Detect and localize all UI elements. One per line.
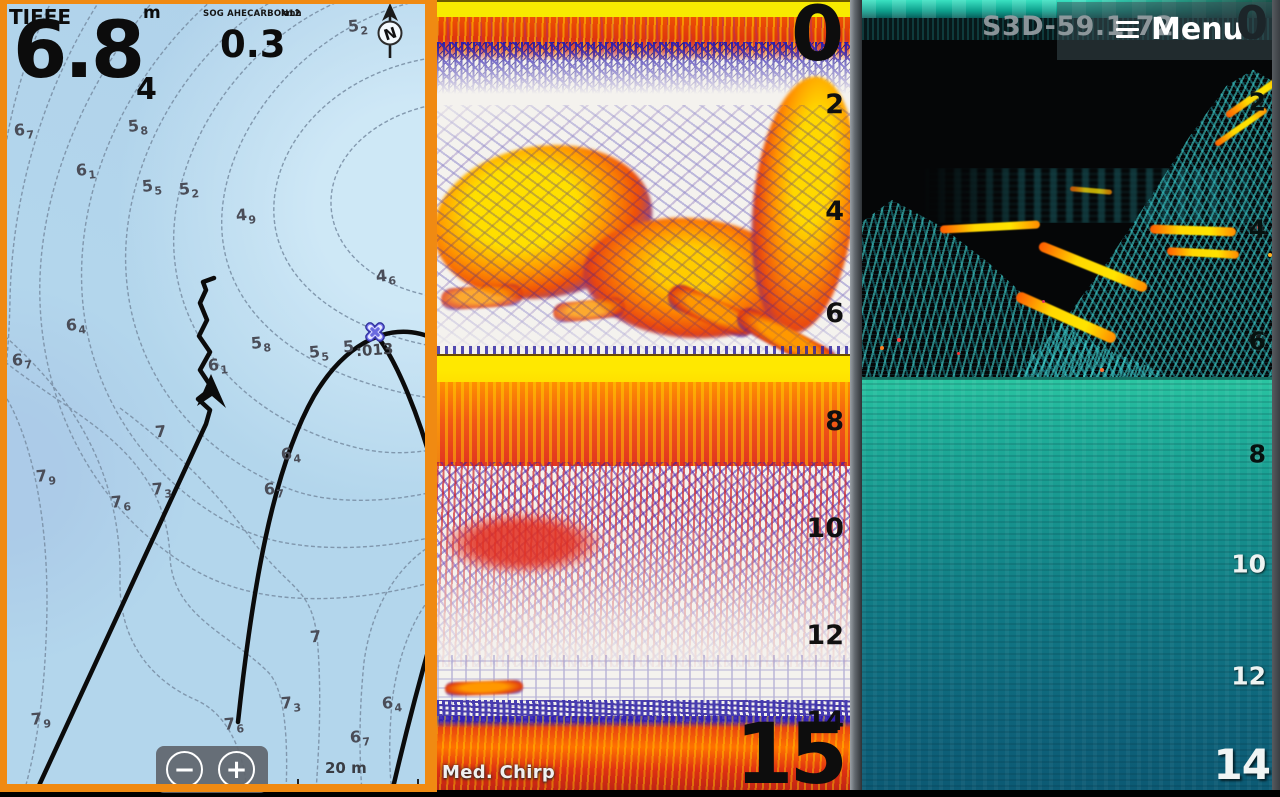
contour-depth-label: 7 (309, 626, 322, 647)
contour-depth-label: 55 (141, 175, 163, 198)
s3d-depth-tick: 6 (1248, 326, 1266, 356)
waypoint-name-label: :013 (355, 339, 394, 361)
contour-depth-label: 79 (30, 708, 52, 731)
compass-north-icon: N (377, 3, 403, 58)
s3d-right-edge (1272, 0, 1280, 790)
map-scale-bar (297, 779, 419, 790)
contour-depth-label: 67 (263, 478, 285, 501)
s3d-target-dot (1257, 225, 1262, 230)
contour-depth-label: 7 (154, 421, 167, 442)
s3d-range-upper: 0 (1235, 0, 1268, 50)
zoom-out-button[interactable]: − (166, 751, 203, 788)
s3d-depth-tick: 10 (1231, 549, 1266, 579)
contour-depth-label: 49 (235, 204, 257, 227)
panel-divider (850, 0, 862, 790)
depth-contour-lines (0, 0, 437, 792)
contour-depth-label: 73 (151, 478, 173, 501)
hamburger-icon (1116, 17, 1139, 42)
s3d-depth-tick: 4 (1248, 214, 1266, 244)
sonar-range-upper: 0 (791, 0, 844, 78)
contour-depth-label: 58 (127, 115, 149, 138)
zoom-in-button[interactable]: + (218, 751, 255, 788)
s3d-water-column (862, 377, 1280, 790)
s3d-depth-tick: 8 (1248, 439, 1266, 469)
contour-depth-label: 52 (347, 15, 369, 38)
contour-depth-label: 55 (308, 341, 330, 364)
s3d-depth-tick: 2 (1248, 87, 1266, 117)
sonar-depth-tick: 12 (806, 620, 844, 652)
sonar-noise-speckle (437, 105, 850, 360)
contour-depth-label: 67 (11, 349, 33, 372)
s3d-target-dot (1100, 368, 1104, 372)
contour-depth-label: 64 (280, 443, 302, 466)
contour-depth-label: 52 (178, 178, 200, 201)
sonar-range-lower: 15 (735, 704, 848, 790)
s3d-target-dot (1268, 253, 1272, 257)
s3d-target-dot (880, 346, 884, 350)
contour-depth-label: 79 (35, 465, 57, 488)
depth-value-decimal: 4 (136, 72, 157, 107)
depth-unit: m (143, 3, 161, 23)
sonar-mode-label: Med. Chirp (442, 762, 556, 783)
contour-depth-label: 76 (223, 713, 245, 736)
depth-value: 6.8 (13, 6, 145, 96)
contour-depth-label: 67 (349, 726, 371, 749)
boat-track-lines (33, 275, 437, 792)
contour-depth-label: 76 (110, 491, 132, 514)
contour-depth-label: 46 (375, 265, 397, 288)
sonar-depth-tick: 10 (806, 513, 844, 545)
s3d-version-title: S3D-59.1.72 (982, 11, 1175, 42)
menu-button-label: Menu (1151, 12, 1244, 47)
s3d-midwater-haze (922, 168, 1280, 223)
sonar-depth-tick: 4 (825, 196, 844, 228)
contour-depth-label: 64 (65, 314, 87, 337)
contour-depth-label: 64 (381, 692, 403, 715)
sonar-bottom-edge-speckle (437, 346, 850, 354)
s3d-header-overlay (1057, 2, 1280, 60)
sonar-bottom-hard-return (437, 354, 850, 384)
s3d-target-dot (957, 352, 960, 355)
contour-depth-label: 5 (342, 336, 355, 357)
chart-panel[interactable]: N 52 67 58 61 55 52 49 46 64 67 58 61 55 5 7 79 64 67 73 76… (0, 0, 437, 793)
waypoint-icon[interactable] (364, 321, 385, 342)
sog-value: 0.3 (220, 23, 286, 66)
sog-unit-label: kmh (281, 9, 302, 19)
contour-depth-label: 61 (75, 159, 97, 182)
contour-depth-label: 61 (207, 354, 229, 377)
sonar-second-echo (437, 716, 850, 790)
contour-depth-label: 73 (280, 692, 302, 715)
sonar-depth-tick: 8 (825, 406, 844, 438)
s3d-target-dot (897, 338, 901, 342)
s3d-range-lower: 14 (1213, 740, 1271, 789)
sonar-depth-tick: 2 (825, 89, 844, 121)
sog-source-label: SOG AHECARBON12 (203, 9, 301, 19)
svg-text:N: N (382, 23, 400, 44)
sonar-red-cloud (445, 512, 601, 574)
contour-depth-label: 58 (250, 332, 272, 355)
map-scale-label: 20 m (325, 759, 367, 777)
chart-graphics: N (0, 0, 437, 792)
sonar-echo-arc (444, 679, 524, 697)
boat-position-icon (197, 374, 226, 408)
sonar-bottom-dense-return (437, 382, 850, 466)
sonar-surface-speckle (437, 42, 850, 94)
s3d-target-dot (1042, 300, 1045, 303)
chart-zoom-controls: − + (156, 746, 268, 793)
sonar-depth-tick: 6 (825, 298, 844, 330)
s3d-depth-tick: 12 (1231, 661, 1266, 691)
sonar-panel[interactable]: 2 4 6 8 10 12 14 0 15 Med. Chirp (437, 0, 850, 790)
contour-depth-label: 67 (13, 119, 35, 142)
sonar-surface-line (437, 0, 850, 17)
menu-button[interactable]: Menu (1112, 8, 1248, 51)
depth-caption: TIEFE (9, 5, 72, 29)
sonar-depth-tick: 14 (806, 706, 844, 738)
structure3d-panel[interactable]: S3D-59.1.72 Menu 2 4 6 8 10 12 0 14 (862, 0, 1280, 790)
